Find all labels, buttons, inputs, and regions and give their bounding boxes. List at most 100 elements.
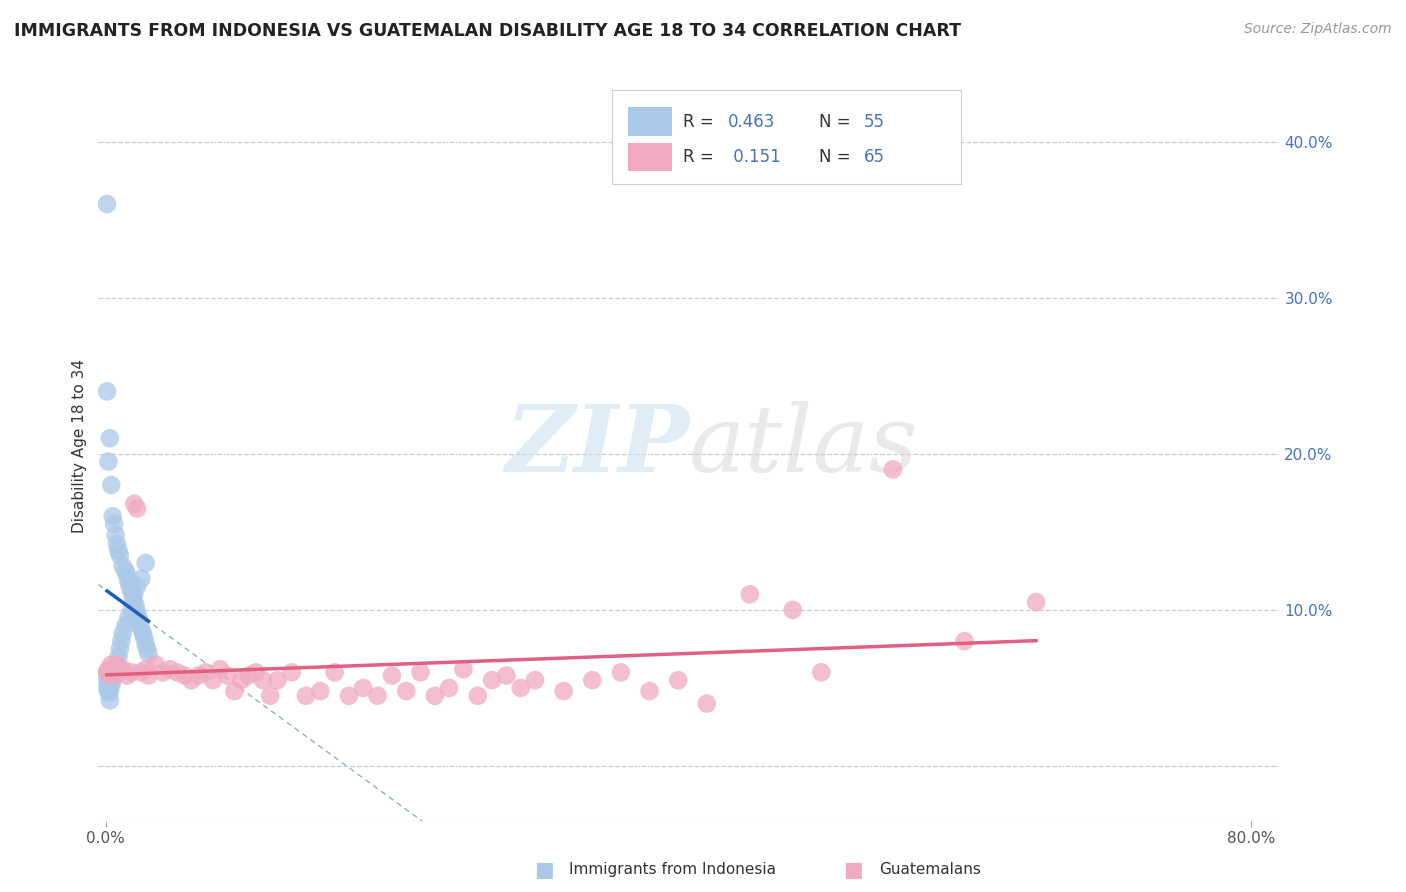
Point	[108, 642, 131, 657]
Text: Guatemalans: Guatemalans	[879, 863, 980, 877]
Point	[245, 665, 267, 680]
Point	[101, 509, 124, 524]
Point	[152, 665, 174, 680]
Point	[111, 626, 134, 640]
Point	[138, 668, 160, 682]
Text: Immigrants from Indonesia: Immigrants from Indonesia	[569, 863, 776, 877]
Point	[124, 599, 146, 614]
Point	[110, 634, 132, 648]
Text: IMMIGRANTS FROM INDONESIA VS GUATEMALAN DISABILITY AGE 18 TO 34 CORRELATION CHAR: IMMIGRANTS FROM INDONESIA VS GUATEMALAN …	[14, 22, 962, 40]
Point	[467, 689, 489, 703]
Point	[108, 548, 131, 563]
FancyBboxPatch shape	[612, 90, 960, 184]
Point	[104, 662, 127, 676]
Point	[103, 668, 125, 682]
Point	[187, 668, 209, 682]
Point	[98, 684, 121, 698]
Point	[481, 673, 503, 688]
Point	[111, 559, 134, 574]
Text: N =: N =	[818, 148, 856, 166]
Point	[125, 580, 148, 594]
Point	[114, 564, 136, 578]
Point	[437, 681, 460, 695]
Point	[115, 568, 138, 582]
Text: 65: 65	[863, 148, 884, 166]
Text: ■: ■	[534, 860, 554, 880]
Point	[423, 689, 446, 703]
Point	[100, 657, 122, 672]
Point	[581, 673, 603, 688]
Point	[131, 622, 153, 636]
Point	[98, 693, 121, 707]
Point	[103, 668, 125, 682]
Point	[103, 517, 125, 532]
Text: N =: N =	[818, 112, 856, 130]
Point	[132, 626, 155, 640]
Point	[117, 574, 139, 589]
Point	[180, 673, 202, 688]
Point	[509, 681, 531, 695]
Point	[166, 665, 188, 680]
Point	[104, 528, 127, 542]
Point	[98, 673, 121, 688]
Point	[120, 584, 142, 599]
Point	[115, 668, 138, 682]
Point	[309, 684, 332, 698]
Point	[352, 681, 374, 695]
Point	[96, 197, 118, 211]
Point	[209, 662, 232, 676]
Text: 55: 55	[863, 112, 884, 130]
Point	[1025, 595, 1047, 609]
Point	[120, 603, 142, 617]
Point	[495, 668, 517, 682]
Point	[453, 662, 475, 676]
Text: atlas: atlas	[689, 401, 918, 491]
Point	[111, 662, 134, 676]
Point	[135, 556, 157, 570]
Point	[122, 497, 145, 511]
Point	[114, 618, 136, 632]
Point	[117, 611, 139, 625]
Point	[97, 686, 120, 700]
Point	[381, 668, 404, 682]
Point	[129, 615, 152, 630]
Point	[194, 665, 217, 680]
Point	[105, 657, 128, 672]
Point	[638, 684, 661, 698]
Point	[409, 665, 432, 680]
Point	[100, 478, 122, 492]
Text: ZIP: ZIP	[505, 401, 689, 491]
Point	[97, 668, 120, 682]
Point	[101, 673, 124, 688]
Point	[98, 668, 121, 682]
Text: Source: ZipAtlas.com: Source: ZipAtlas.com	[1244, 22, 1392, 37]
Point	[738, 587, 761, 601]
Point	[135, 637, 157, 651]
Point	[882, 462, 904, 476]
Bar	[627, 143, 672, 171]
Point	[107, 543, 129, 558]
Point	[224, 684, 246, 698]
Point	[101, 665, 124, 680]
Point	[134, 631, 156, 645]
Point	[96, 384, 118, 399]
Point	[953, 634, 976, 648]
Text: 0.151: 0.151	[728, 148, 780, 166]
Point	[96, 673, 118, 688]
Text: ■: ■	[844, 860, 863, 880]
Point	[122, 587, 145, 601]
Point	[666, 673, 689, 688]
Point	[782, 603, 804, 617]
Point	[96, 681, 118, 695]
Point	[810, 665, 832, 680]
Point	[131, 665, 153, 680]
Point	[131, 572, 153, 586]
Point	[98, 431, 121, 445]
Point	[280, 665, 302, 680]
Point	[395, 684, 418, 698]
Point	[100, 665, 122, 680]
Point	[128, 611, 150, 625]
Point	[105, 537, 128, 551]
Y-axis label: Disability Age 18 to 34: Disability Age 18 to 34	[72, 359, 87, 533]
Point	[217, 668, 239, 682]
